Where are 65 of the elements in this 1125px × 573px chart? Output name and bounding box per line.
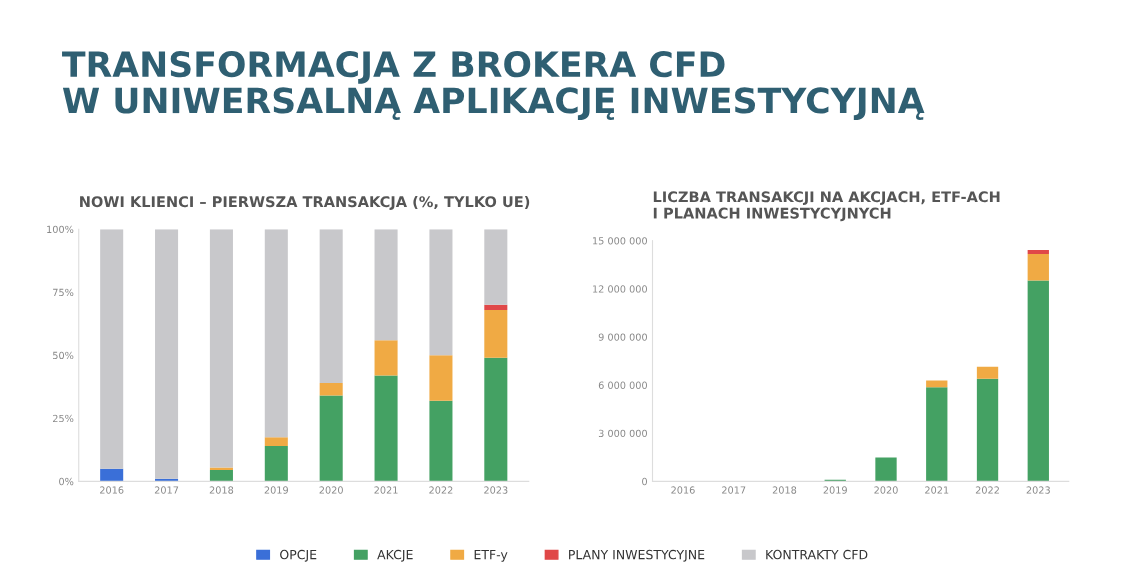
bar	[319, 382, 343, 396]
x-tick-label: 2022	[975, 486, 999, 494]
x-tick-label: 2023	[484, 486, 508, 494]
bar	[209, 229, 233, 468]
x-tick-label: 2021	[925, 486, 949, 494]
y-tick-label: 0	[642, 477, 647, 486]
x-tick-label: 2020	[874, 486, 898, 494]
y-tick-label: 0%	[59, 477, 74, 486]
bar	[374, 229, 398, 341]
bar	[484, 357, 508, 482]
bar	[429, 355, 453, 401]
x-tick-label: 2021	[374, 486, 398, 494]
bar	[875, 457, 897, 482]
bar	[429, 400, 453, 482]
bar	[976, 366, 999, 379]
bar	[209, 469, 233, 482]
chart-title: NOWI KLIENCI – PIERWSZA TRANSAKCJA (%, TYLKO UE)	[80, 195, 530, 210]
bar	[926, 387, 948, 482]
x-tick-label: 2022	[429, 486, 453, 494]
bar	[100, 468, 124, 482]
x-tick-label: 2018	[209, 486, 234, 494]
x-tick-label: 2020	[319, 486, 343, 494]
x-tick-label: 2023	[1026, 486, 1050, 494]
bar	[100, 229, 124, 469]
legend-label: OPCJE	[280, 549, 317, 562]
bar	[374, 375, 398, 482]
bar	[264, 229, 288, 438]
legend-label: ETF-y	[474, 550, 508, 562]
bar	[155, 229, 179, 479]
bar	[264, 446, 288, 482]
bar	[926, 380, 948, 388]
x-tick-label: 2019	[264, 486, 288, 494]
text: TRANSFORMACJA Z BROKERA CFD W UNIWERSALNĄ APLIKACJĘ INWESTYCYJNĄ	[62, 51, 925, 121]
y-tick-label: 12 000 000	[593, 285, 647, 293]
y-tick-label: 100%	[47, 225, 74, 234]
y-tick-label: 15 000 000	[593, 237, 647, 245]
y-tick-label: 75%	[53, 288, 74, 297]
bar	[429, 229, 453, 356]
bar	[484, 304, 508, 310]
bar	[374, 340, 398, 376]
chart-title: LICZBA TRANSAKCJI NA AKCJACH, ETF-ACH I PLANACH INWESTYCYJNYCH	[653, 191, 1000, 222]
bar	[976, 378, 999, 482]
x-tick-label: 2017	[154, 486, 179, 494]
y-tick-label: 6 000 000	[598, 381, 647, 389]
bar	[1027, 280, 1049, 482]
bar	[209, 467, 233, 470]
x-tick-label: 2016	[671, 486, 695, 494]
y-tick-label: 9 000 000	[598, 333, 647, 341]
legend-label: PLANY INWESTYCYJNE	[569, 549, 705, 562]
legend-label: AKCJE	[377, 549, 413, 562]
legend-label: KONTRAKTY CFD	[766, 549, 868, 560]
bar	[319, 229, 343, 383]
bar	[1027, 249, 1049, 254]
x-tick-label: 2017	[722, 486, 746, 494]
x-tick-label: 2016	[100, 486, 124, 494]
x-tick-label: 2018	[772, 486, 797, 494]
bar	[264, 437, 288, 447]
bar	[484, 229, 508, 305]
bar	[1027, 253, 1049, 281]
y-tick-label: 50%	[53, 351, 74, 360]
y-tick-label: 3 000 000	[598, 429, 647, 438]
y-tick-label: 25%	[52, 414, 74, 423]
bar	[484, 309, 508, 358]
x-tick-label: 2019	[823, 486, 847, 494]
bar	[319, 395, 343, 482]
